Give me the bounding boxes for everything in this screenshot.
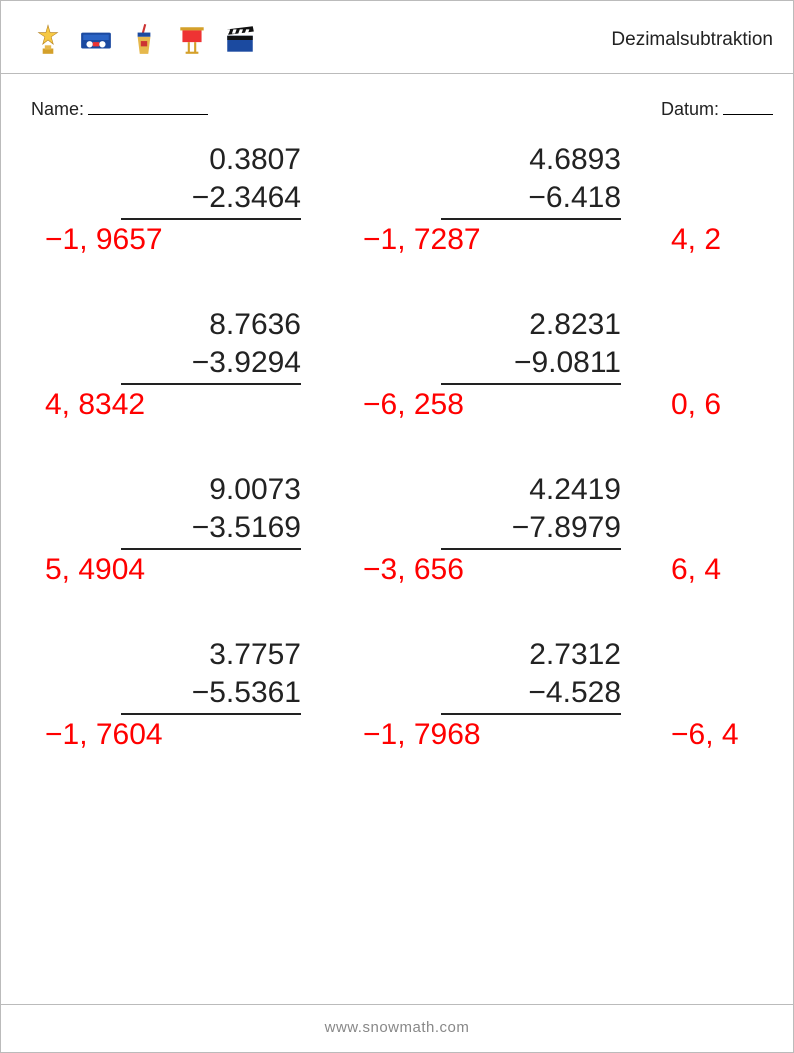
problem-cell: 0.3807 −2.3464 −1, 9657 [1,141,341,306]
answer: 4, 2 [671,223,721,257]
answer: −6, 4 [671,718,739,752]
problem-cell: 4, 2 [661,141,794,306]
operand-2: −9.0811 [441,344,621,386]
problem-cell: 6, 4 [661,471,794,636]
problem-cell: 4.2419 −7.8979 −3, 656 [341,471,661,636]
problem-stack: 4.2419 −7.8979 [441,471,621,550]
problem-row: 3.7757 −5.5361 −1, 7604 2.7312 −4.528 −1… [1,636,794,801]
name-label: Name: [31,99,84,119]
date-field: Datum: [661,96,773,120]
problem-row: 0.3807 −2.3464 −1, 9657 4.6893 −6.418 −1… [1,141,794,306]
date-label: Datum: [661,99,719,119]
problem-stack: 8.7636 −3.9294 [121,306,301,385]
problem-cell: 9.0073 −3.5169 5, 4904 [1,471,341,636]
problem-cell: 2.7312 −4.528 −1, 7968 [341,636,661,801]
answer: 5, 4904 [45,553,145,587]
answer: 4, 8342 [45,388,145,422]
problem-row: 9.0073 −3.5169 5, 4904 4.2419 −7.8979 −3… [1,471,794,636]
operand-2: −5.5361 [121,674,301,716]
problem-stack: 3.7757 −5.5361 [121,636,301,715]
problems-grid: 0.3807 −2.3464 −1, 9657 4.6893 −6.418 −1… [1,141,794,801]
answer: −6, 258 [363,388,464,422]
answer: −3, 656 [363,553,464,587]
worksheet-page: Dezimalsubtraktion Name: Datum: 0.3807 −… [0,0,794,1053]
answer: −1, 9657 [45,223,163,257]
operand-2: −3.9294 [121,344,301,386]
problem-row: 8.7636 −3.9294 4, 8342 2.8231 −9.0811 −6… [1,306,794,471]
icon-row [31,23,257,57]
answer: 6, 4 [671,553,721,587]
problem-cell: 4.6893 −6.418 −1, 7287 [341,141,661,306]
operand-2: −3.5169 [121,509,301,551]
answer: −1, 7604 [45,718,163,752]
operand-1: 2.7312 [441,636,621,674]
problem-cell: 3.7757 −5.5361 −1, 7604 [1,636,341,801]
clapper-icon [223,23,257,57]
problem-stack: 2.8231 −9.0811 [441,306,621,385]
screen-icon [175,23,209,57]
problem-stack: 2.7312 −4.528 [441,636,621,715]
drink-icon [127,23,161,57]
worksheet-title: Dezimalsubtraktion [611,29,773,51]
header: Dezimalsubtraktion [1,17,793,74]
answer: −1, 7287 [363,223,481,257]
operand-1: 3.7757 [121,636,301,674]
operand-2: −4.528 [441,674,621,716]
name-field: Name: [31,96,208,120]
operand-2: −2.3464 [121,179,301,221]
footer-url: www.snowmath.com [1,1004,793,1036]
operand-1: 4.6893 [441,141,621,179]
problem-cell: 0, 6 [661,306,794,471]
problem-stack: 9.0073 −3.5169 [121,471,301,550]
operand-2: −6.418 [441,179,621,221]
answer: 0, 6 [671,388,721,422]
name-underline [88,96,208,115]
vhs-icon [79,23,113,57]
problem-cell: −6, 4 [661,636,794,801]
trophy-icon [31,23,65,57]
answer: −1, 7968 [363,718,481,752]
date-underline [723,96,773,115]
operand-1: 0.3807 [121,141,301,179]
operand-1: 8.7636 [121,306,301,344]
operand-1: 4.2419 [441,471,621,509]
operand-1: 2.8231 [441,306,621,344]
problem-cell: 2.8231 −9.0811 −6, 258 [341,306,661,471]
meta-row: Name: Datum: [1,74,793,120]
problem-stack: 0.3807 −2.3464 [121,141,301,220]
problem-stack: 4.6893 −6.418 [441,141,621,220]
operand-2: −7.8979 [441,509,621,551]
problem-cell: 8.7636 −3.9294 4, 8342 [1,306,341,471]
operand-1: 9.0073 [121,471,301,509]
